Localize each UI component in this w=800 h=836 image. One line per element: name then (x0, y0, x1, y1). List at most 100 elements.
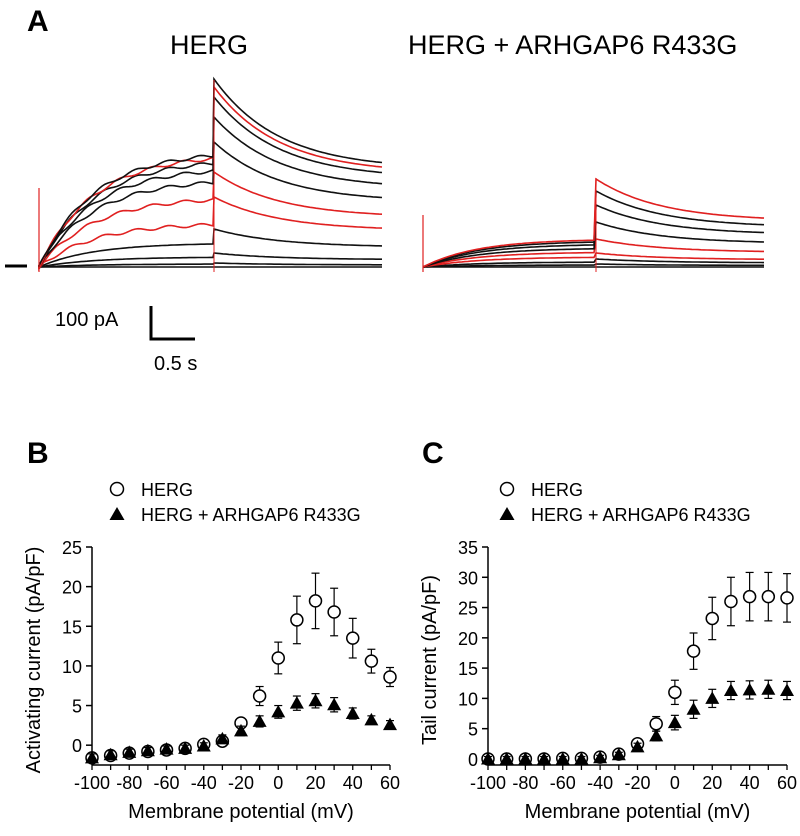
data-point-circle (724, 594, 738, 609)
data-point-triangle (85, 750, 99, 764)
y-axis-label: Tail current (pA/pF) (419, 575, 441, 745)
x-tick-label: -60 (153, 773, 179, 793)
data-point-circle (649, 717, 663, 731)
data-point-triangle (234, 723, 248, 737)
current-traces (5, 76, 765, 272)
y-tick-label: 30 (458, 568, 478, 588)
data-point-triangle (364, 712, 379, 726)
data-point-triangle (327, 697, 342, 711)
trace-title-herg: HERG (170, 30, 249, 60)
trace-title-herg-arhgap6: HERG + ARHGAP6 R433G (408, 30, 738, 60)
data-point-circle (705, 611, 719, 626)
data-point-triangle (383, 717, 397, 731)
panel-label-b: B (27, 437, 49, 470)
legend-marker-triangle (109, 507, 125, 520)
legend-marker-circle (499, 481, 515, 497)
current-trace (422, 203, 765, 268)
y-tick-label: 35 (458, 538, 478, 558)
current-trace (38, 195, 383, 267)
current-trace (422, 177, 765, 268)
y-tick-label: 0 (468, 750, 478, 770)
data-point-triangle (345, 706, 360, 719)
data-point-triangle (611, 747, 626, 761)
y-tick-label: 20 (62, 578, 82, 598)
data-point-triangle (723, 683, 738, 697)
x-tick-label: -40 (191, 773, 217, 793)
x-tick-label: -20 (624, 773, 650, 793)
data-point-triangle (196, 738, 211, 752)
legend-label: HERG + ARHGAP6 R433G (141, 505, 361, 525)
current-trace (38, 227, 383, 268)
y-tick-label: 10 (458, 689, 478, 709)
x-tick-label: -20 (228, 773, 254, 793)
x-tick-label: 0 (670, 773, 680, 793)
current-trace (422, 252, 764, 268)
x-tick-label: 20 (702, 773, 722, 793)
data-point-circle (271, 651, 285, 665)
y-tick-label: 15 (62, 617, 82, 637)
y-tick-label: 10 (62, 657, 82, 677)
y-tick-label: 5 (468, 720, 478, 740)
x-tick-label: 60 (380, 773, 400, 793)
data-point-triangle (308, 693, 323, 707)
data-point-triangle (649, 728, 664, 742)
data-point-triangle (159, 742, 174, 755)
traces-herg (38, 76, 383, 271)
current-trace (422, 238, 764, 268)
data-point-triangle (555, 751, 570, 765)
current-trace (38, 94, 383, 267)
current-trace (38, 114, 383, 269)
current-trace (38, 170, 383, 271)
current-trace (422, 220, 765, 268)
scale-bar-time-label: 0.5 s (154, 353, 198, 375)
data-point-triangle (140, 743, 155, 757)
data-point-triangle (481, 751, 495, 765)
data-point-triangle (499, 751, 514, 765)
data-point-circle (327, 605, 341, 619)
chart-tail-current: 0 5 10 15 20 25 30 35 -100 -80 -60 -40 -20 0 20 40 60 Mem… (419, 480, 797, 823)
chart-activating-current: 0 5 10 15 20 25 -100 -80 -60 -40 -20 0 20 40 60 Membran… (23, 480, 400, 823)
panel-label-a: A (27, 5, 49, 38)
data-point-triangle (761, 682, 776, 695)
data-point-triangle (289, 696, 304, 709)
data-point-circle (761, 589, 776, 604)
y-axis-label: Activating current (pA/pF) (23, 547, 45, 774)
x-axis-label: Membrane potential (mV) (525, 801, 751, 823)
legend-label: HERG (531, 480, 583, 500)
data-point-circle (780, 591, 794, 605)
x-tick-label: -100 (470, 773, 506, 793)
x-tick-label: 20 (305, 773, 325, 793)
scale-bar-current-label: 100 pA (55, 309, 119, 331)
x-tick-label: 40 (343, 773, 363, 793)
data-point-circle (346, 631, 360, 645)
x-tick-label: -80 (512, 773, 538, 793)
y-tick-label: 25 (62, 538, 82, 558)
data-point-triangle (705, 691, 720, 704)
legend-label: HERG + ARHGAP6 R433G (531, 505, 751, 525)
x-tick-label: -80 (116, 773, 142, 793)
data-point-triangle (780, 683, 794, 697)
data-point-triangle (593, 750, 608, 764)
current-trace (38, 262, 382, 268)
data-point-circle (308, 594, 323, 608)
panel-label-c: C (422, 437, 444, 470)
x-axis-label: Membrane potential (mV) (128, 801, 354, 823)
x-tick-label: 40 (740, 773, 760, 793)
data-point-triangle (215, 731, 230, 745)
x-tick-label: 60 (777, 773, 797, 793)
data-point-circle (668, 685, 682, 700)
current-trace (38, 252, 382, 268)
data-point-circle (742, 589, 757, 604)
current-trace (38, 76, 383, 267)
scale-bar (149, 306, 195, 341)
x-tick-label: -60 (550, 773, 576, 793)
data-point-triangle (537, 751, 552, 765)
data-point-triangle (667, 715, 682, 729)
data-point-circle (686, 644, 701, 658)
current-trace (422, 189, 765, 268)
data-point-triangle (630, 739, 645, 753)
data-point-circle (364, 654, 379, 668)
traces-herg-arhgap6 (422, 177, 765, 268)
y-tick-label: 5 (72, 697, 82, 717)
legend-label: HERG (141, 480, 193, 500)
